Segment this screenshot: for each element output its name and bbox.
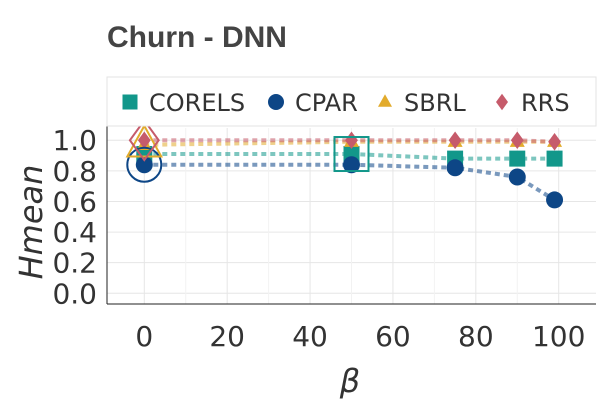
data-point-rrs xyxy=(448,131,462,150)
data-point-corels xyxy=(546,150,563,167)
x-tick-label: 40 xyxy=(292,320,328,353)
legend: CORELS CPAR SBRL RRS xyxy=(106,76,597,127)
y-tick-labels: 0.00.20.40.60.81.0 xyxy=(52,124,97,310)
highlight-markers xyxy=(125,118,370,183)
data-point-corels xyxy=(509,150,526,167)
y-axis-label: Hmean xyxy=(12,165,50,280)
x-axis-label: β xyxy=(339,362,360,400)
data-point-cpar xyxy=(546,191,564,209)
x-tick-label: 60 xyxy=(375,320,411,353)
y-tick-label: 0.6 xyxy=(52,185,97,218)
legend-marker-cpar xyxy=(268,94,284,110)
legend-marker-rrs xyxy=(496,93,508,111)
chart-title: Churn - DNN xyxy=(107,21,287,54)
legend-label-rrs: RRS xyxy=(521,89,570,117)
data-point-rrs xyxy=(137,131,151,150)
data-point-rrs xyxy=(345,131,358,150)
x-tick-labels: 0 20 40 60 80 100 xyxy=(135,320,585,353)
x-tick-label: 0 xyxy=(135,320,153,353)
legend-label-corels: CORELS xyxy=(149,89,245,117)
y-tick-label: 0.8 xyxy=(52,155,97,188)
highlight-sbrl xyxy=(125,123,163,158)
data-point-cpar xyxy=(446,159,464,177)
data-point-cpar xyxy=(135,156,153,174)
y-tick-label: 0.0 xyxy=(52,277,97,310)
highlight-corels xyxy=(333,136,370,173)
highlight-cpar xyxy=(126,146,163,183)
x-tick-label: 80 xyxy=(458,320,494,353)
highlight-rrs xyxy=(128,118,160,162)
legend-label-sbrl: SBRL xyxy=(404,89,466,117)
y-tick-label: 1.0 xyxy=(52,124,97,157)
legend-label-cpar: CPAR xyxy=(295,89,358,117)
data-point-cpar xyxy=(343,156,360,174)
data-point-rrs xyxy=(510,131,524,150)
y-tick-label: 0.2 xyxy=(52,247,97,280)
legend-marker-sbrl xyxy=(378,94,392,107)
legend-marker-corels xyxy=(122,94,138,110)
x-tick-label: 100 xyxy=(532,320,585,353)
y-tick-label: 0.4 xyxy=(52,216,97,249)
data-point-rrs xyxy=(548,132,561,151)
data-point-cpar xyxy=(508,168,526,186)
legend-box xyxy=(106,76,597,127)
series-markers xyxy=(135,131,564,209)
x-tick-label: 20 xyxy=(209,320,245,353)
